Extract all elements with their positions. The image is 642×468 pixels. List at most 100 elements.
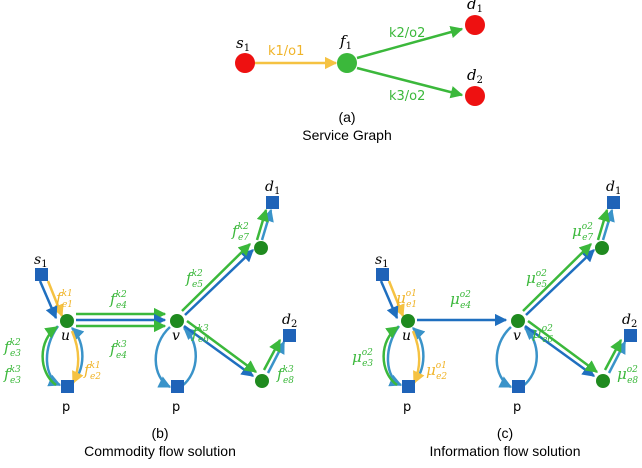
node-u [60, 314, 74, 328]
label-d1: d1 [265, 179, 280, 197]
edge-u-p-yellow [70, 330, 84, 385]
label-d1: d1 [606, 179, 621, 197]
c-flow-label-e8: μo2 e8 [617, 365, 638, 386]
edge-v-p-loop [495, 326, 513, 389]
node-p1-square [61, 380, 74, 393]
b-flow-label-e4b: fk3 e4 [109, 340, 127, 361]
edge-p-u-green [382, 325, 400, 387]
node-d2 [465, 86, 485, 106]
node-p2-square [171, 380, 184, 393]
edge-v-p-loop [154, 326, 172, 389]
edge-w2-d2-blue [266, 340, 286, 374]
edge-w2-d2-green [603, 338, 623, 371]
caption-b-title: Commodity flow solution [84, 443, 236, 459]
edge-p-v-loop [181, 327, 197, 387]
edge-w2-d2-green [262, 338, 282, 371]
b-flow-label-e7: fk2 e7 [231, 222, 249, 243]
c-flow-label-e6: μo2 e6 [532, 324, 553, 345]
label-s1: s1 [375, 252, 389, 270]
label-p1: p [403, 400, 411, 415]
edge-s1-u-yellow [46, 280, 64, 318]
edge-v-w2-blue [183, 324, 255, 378]
caption-a-tag: (a) [338, 109, 355, 125]
node-w2 [255, 374, 269, 388]
edge-s1-u-blue [38, 280, 58, 320]
b-flow-label-e8: fk3 e8 [276, 365, 294, 386]
edge-v-w1-green [522, 243, 592, 312]
node-p2-square [512, 380, 525, 393]
node-d1 [465, 15, 485, 35]
edge-v-w2-green [527, 319, 599, 374]
c-flow-label-e4: μo2 e4 [450, 290, 471, 311]
node-d1-square [266, 196, 279, 209]
node-s1 [235, 53, 255, 73]
edge-u-p-yellow [411, 330, 425, 385]
node-d2-square [283, 329, 296, 342]
node-f1 [337, 53, 357, 73]
label-s1: s1 [236, 34, 250, 54]
node-d1-square [607, 196, 620, 209]
label-p2: p [513, 400, 521, 415]
edge-f1-d1 [356, 25, 464, 60]
node-v [170, 314, 184, 328]
label-s1: s1 [34, 252, 48, 270]
panel-b-flow-labels: fk1 e1 fk1 e2 fk2 e3 fk3 e3 fk2 e4 fk3 e4 fk2 e5 fk3 e6… [3, 222, 294, 386]
edge-f1-d2 [356, 66, 464, 99]
edge-s1-u-blue [379, 280, 399, 320]
edge-w2-d2-blue [607, 340, 627, 374]
edge-w1-d1-blue [601, 208, 615, 241]
label-u: u [61, 328, 70, 344]
panel-a-service-graph: s1 f1 d1 d2 k1/o1 k2/o2 k3/o2 (a) Servic… [235, 0, 485, 143]
caption-c-tag: (c) [497, 425, 513, 441]
edge-v-w1-blue [525, 249, 595, 316]
c-flow-label-e7: μo2 e7 [572, 222, 593, 243]
edge-p-u-green [41, 325, 59, 387]
edge-v-w1-blue [184, 249, 254, 316]
b-flow-label-e6: fk3 e6 [191, 324, 209, 345]
edge-v-w1-green [181, 243, 251, 312]
edge-p-v-loop [522, 327, 538, 387]
c-flow-label-e3: μo2 e3 [352, 348, 373, 369]
node-v [511, 314, 525, 328]
node-s1-square [376, 268, 389, 281]
edge-label-k1-o1: k1/o1 [268, 44, 304, 59]
label-d2: d2 [622, 312, 637, 330]
label-d1: d1 [467, 0, 483, 15]
b-flow-label-e1: fk1 e1 [55, 289, 73, 310]
node-d2-square [624, 329, 637, 342]
panel-b-commodity-flow: s1 u v p p d1 d2 fk1 e1 fk1 e2 fk2 e3 fk3 e3 fk2… [3, 179, 297, 459]
label-p1: p [62, 400, 70, 415]
node-s1-square [35, 268, 48, 281]
label-d2: d2 [467, 66, 483, 86]
edge-v-w2-blue [524, 324, 596, 378]
node-w1 [595, 241, 609, 255]
panel-c-information-flow: s1 u v p p d1 d2 μo1 e1 μo1 e2 μo2 e3 μo2 e4 μo2… [352, 179, 638, 459]
b-flow-label-e5: fk2 e5 [185, 269, 203, 290]
node-w1 [254, 241, 268, 255]
panel-c-flow-labels: μo1 e1 μo1 e2 μo2 e3 μo2 e4 μo2 e5 μo2 e6 μo2 e7 μo2 e8 [352, 222, 638, 386]
label-p2: p [172, 400, 180, 415]
caption-c-title: Information flow solution [430, 443, 581, 459]
label-v: v [513, 328, 521, 344]
label-u: u [402, 328, 411, 344]
node-p1-square [402, 380, 415, 393]
c-flow-label-e1: μo1 e1 [396, 289, 417, 310]
c-flow-label-e2: μo1 e2 [426, 361, 447, 382]
edge-label-k3-o2: k3/o2 [389, 89, 425, 104]
node-w2 [596, 374, 610, 388]
label-d2: d2 [282, 312, 297, 330]
node-u [401, 314, 415, 328]
edge-v-w2-green [186, 319, 258, 374]
edge-label-k2-o2: k2/o2 [389, 26, 425, 41]
b-flow-label-e3a: fk2 e3 [3, 338, 21, 359]
caption-b-tag: (b) [151, 425, 168, 441]
b-flow-label-e2: fk1 e2 [83, 361, 101, 382]
edge-w1-d1-green [596, 208, 610, 241]
label-v: v [172, 328, 180, 344]
label-f1: f1 [339, 32, 352, 52]
edge-s1-u-yellow [387, 280, 405, 318]
caption-a-title: Service Graph [302, 127, 391, 143]
edge-w1-d1-green [255, 208, 269, 241]
c-flow-label-e5: μo2 e5 [526, 269, 547, 290]
